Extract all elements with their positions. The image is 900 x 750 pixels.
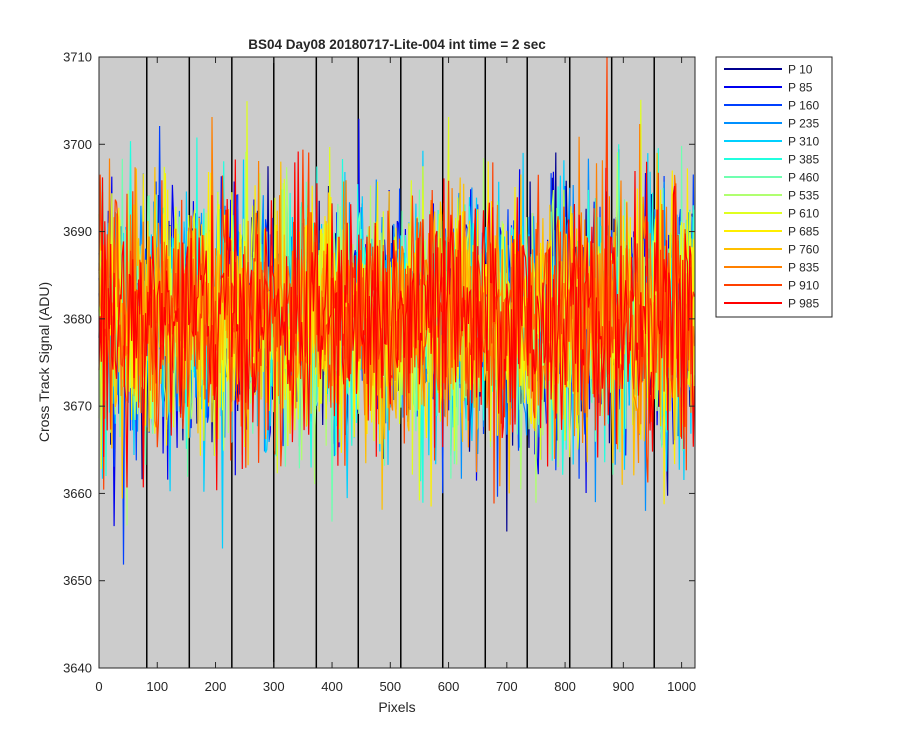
legend-label-p10: P 10 — [788, 63, 813, 77]
y-axis: 3640 3650 3660 3670 3680 3690 3700 3710 — [63, 50, 695, 676]
legend-label-p535: P 535 — [788, 189, 819, 203]
x-axis: 0 100 200 300 400 500 600 700 800 900 1000 — [95, 57, 696, 694]
y-tick-label-3710: 3710 — [63, 50, 92, 65]
x-tick-label-800: 800 — [554, 679, 576, 694]
legend-label-p160: P 160 — [788, 99, 819, 113]
legend: P 10 P 85 P 160 P 235 P 310 P 385 P 460 P 535 P … — [715, 56, 833, 318]
series-layer — [98, 57, 695, 565]
legend-label-p835: P 835 — [788, 261, 819, 275]
plot-frame — [98, 56, 696, 669]
x-tick-label-100: 100 — [146, 679, 168, 694]
legend-label-p610: P 610 — [788, 207, 819, 221]
legend-label-p235: P 235 — [788, 117, 819, 131]
y-tick-label-3670: 3670 — [63, 399, 92, 414]
legend-label-p685: P 685 — [788, 225, 819, 239]
y-tick-label-3680: 3680 — [63, 311, 92, 326]
legend-box — [715, 56, 833, 318]
series-line-p910 — [98, 57, 695, 504]
y-tick-label-3660: 3660 — [63, 486, 92, 501]
x-tick-label-700: 700 — [496, 679, 518, 694]
legend-label-p460: P 460 — [788, 171, 819, 185]
x-tick-label-0: 0 — [95, 679, 102, 694]
x-tick-label-1000: 1000 — [667, 679, 696, 694]
x-axis-label: Pixels — [378, 699, 415, 715]
x-tick-label-300: 300 — [263, 679, 285, 694]
x-tick-label-900: 900 — [612, 679, 634, 694]
y-axis-label: Cross Track Signal (ADU) — [36, 282, 52, 442]
legend-label-p910: P 910 — [788, 279, 819, 293]
legend-label-p985: P 985 — [788, 297, 819, 311]
legend-label-p85: P 85 — [788, 81, 813, 95]
y-tick-label-3640: 3640 — [63, 661, 92, 676]
x-tick-label-400: 400 — [321, 679, 343, 694]
y-tick-label-3700: 3700 — [63, 137, 92, 152]
x-tick-label-500: 500 — [379, 679, 401, 694]
x-tick-label-600: 600 — [438, 679, 460, 694]
x-tick-label-200: 200 — [205, 679, 227, 694]
legend-label-p310: P 310 — [788, 135, 819, 149]
series-line-p985 — [98, 151, 695, 491]
legend-label-p385: P 385 — [788, 153, 819, 167]
y-tick-label-3650: 3650 — [63, 573, 92, 588]
y-tick-label-3690: 3690 — [63, 224, 92, 239]
chart-title: BS04 Day08 20180717-Lite-004 int time = … — [248, 37, 546, 52]
legend-label-p760: P 760 — [788, 243, 819, 257]
